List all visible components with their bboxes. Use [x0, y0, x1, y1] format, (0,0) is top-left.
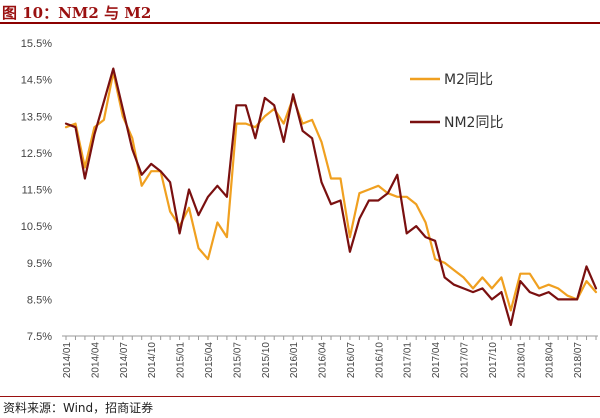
y-tick-label: 12.5% — [21, 148, 52, 160]
y-tick-label: 7.5% — [27, 331, 52, 343]
title-bar: 图 10：NM2 与 M2 — [0, 0, 600, 24]
x-tick-label: 2014/10 — [147, 342, 158, 379]
series-lines — [64, 67, 598, 327]
y-tick-label: 13.5% — [21, 111, 52, 123]
x-tick-label: 2015/01 — [176, 342, 187, 379]
x-tick-label: 2014/01 — [62, 342, 73, 379]
x-tick-label: 2015/04 — [204, 342, 215, 379]
legend-label-nm2: NM2同比 — [444, 115, 503, 131]
x-tick-label: 2018/07 — [573, 342, 584, 379]
x-tick-label: 2016/01 — [289, 342, 300, 379]
y-tick-label: 11.5% — [22, 185, 53, 197]
y-tick-label: 14.5% — [21, 75, 52, 87]
y-tick-label: 15.5% — [21, 38, 52, 50]
legend-label-m2: M2同比 — [444, 72, 493, 88]
x-tick-label: 2017/04 — [431, 342, 442, 379]
x-tick-label: 2015/07 — [232, 342, 243, 379]
footer-divider — [0, 396, 600, 397]
chart-title: 图 10：NM2 与 M2 — [2, 4, 152, 22]
x-tick-label: 2018/01 — [516, 342, 527, 379]
x-tick-label: 2016/10 — [374, 342, 385, 379]
y-axis: 15.5% 14.5% 13.5% 12.5% 11.5% 10.5% 9.5% 8.5% 7.… — [21, 38, 52, 343]
x-tick-label: 2016/04 — [318, 342, 329, 379]
x-tick-label: 2017/07 — [460, 342, 471, 379]
y-tick-label: 8.5% — [27, 294, 52, 306]
x-tick-label: 2017/01 — [403, 342, 414, 379]
legend: M2同比 NM2同比 — [410, 72, 503, 131]
line-chart: 15.5% 14.5% 13.5% 12.5% 11.5% 10.5% 9.5% 8.5% 7.… — [21, 38, 598, 379]
series-line-nm2 — [64, 67, 598, 327]
y-tick-label: 10.5% — [21, 221, 52, 233]
x-tick-label: 2014/04 — [90, 342, 101, 379]
x-tick-label: 2014/07 — [119, 342, 130, 379]
y-tick-label: 9.5% — [27, 258, 52, 270]
x-tick-label: 2017/10 — [488, 342, 499, 379]
x-tick-label: 2016/07 — [346, 342, 357, 379]
x-tick-label: 2015/10 — [261, 342, 272, 379]
series-line-m2 — [64, 71, 598, 312]
x-axis: 2014/01 2014/04 2014/07 2014/10 2015/01 2015/… — [62, 335, 598, 379]
x-tick-label: 2018/04 — [545, 342, 556, 379]
source-note: 资料来源：Wind，招商证券 — [3, 401, 154, 415]
